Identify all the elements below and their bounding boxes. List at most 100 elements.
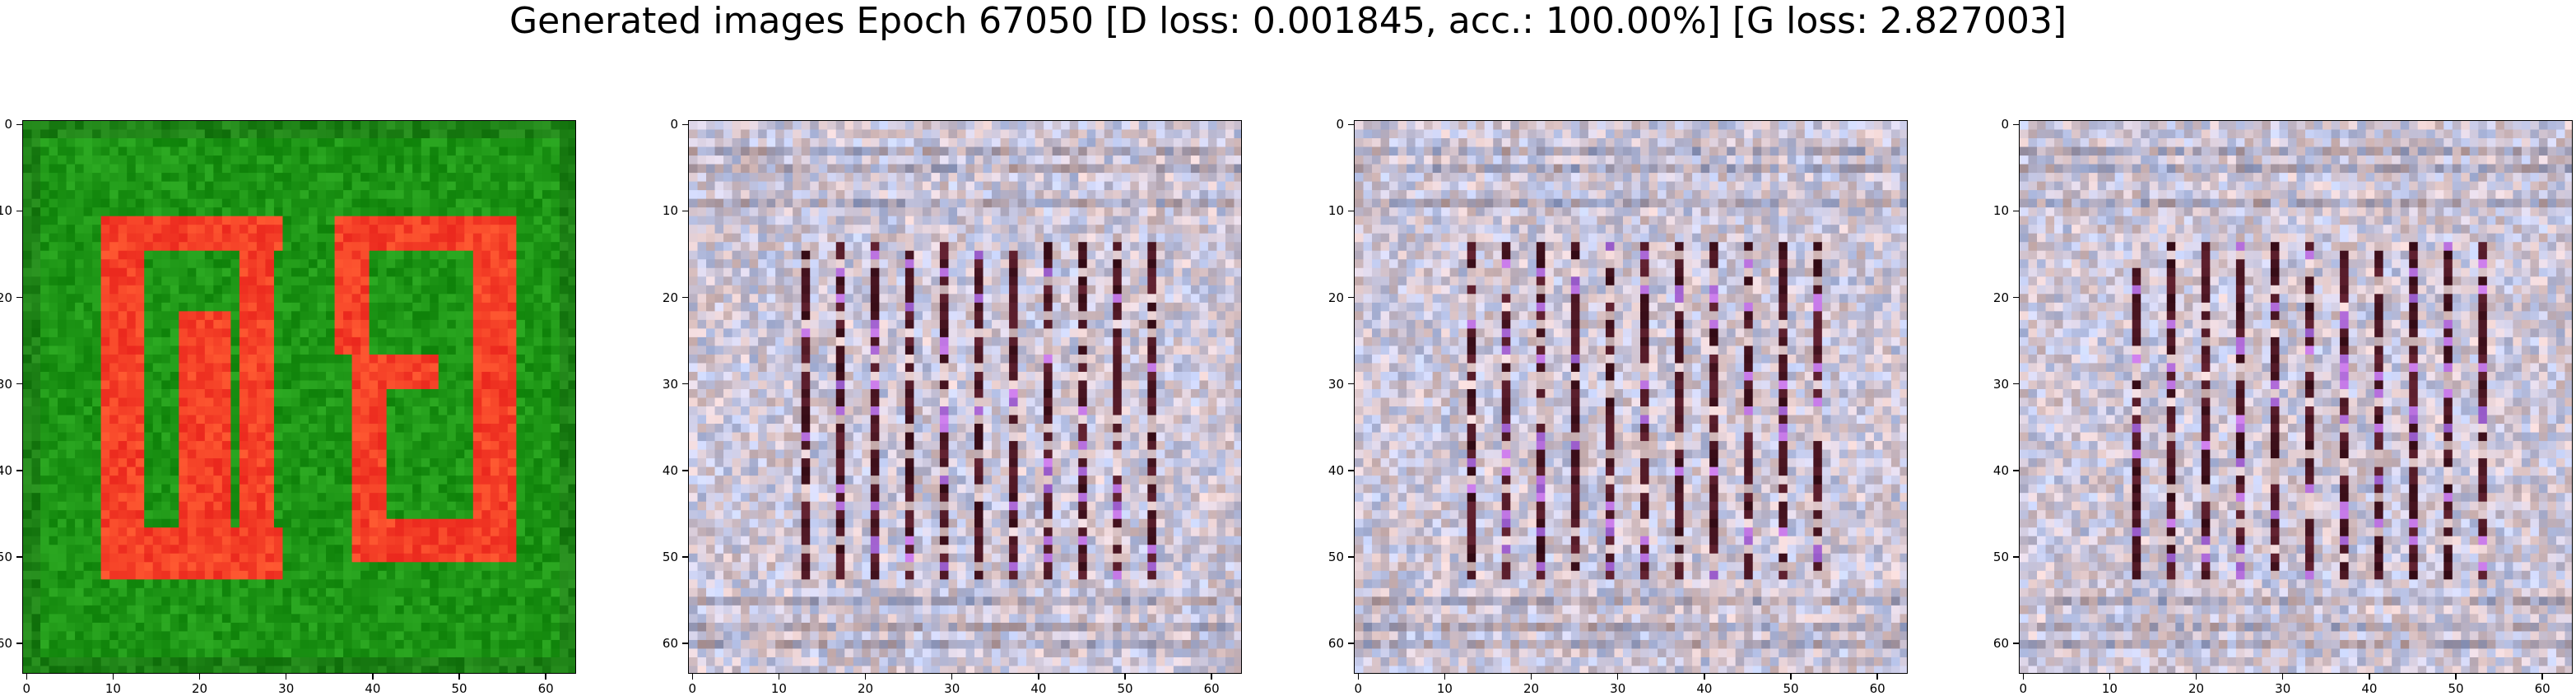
pixel-cell [1044,225,1053,234]
pixel-cell [179,545,188,554]
pixel-cell [31,510,41,520]
pixel-cell [481,181,491,191]
pixel-cell [551,380,560,390]
pixel-cell [92,476,102,485]
pixel-cell [23,648,33,658]
pixel-cell [551,250,560,260]
pixel-cell [135,285,145,295]
pixel-cell [135,476,145,485]
pixel-cell [273,173,284,183]
pixel-cell [58,173,67,183]
pixel-cell [533,328,543,338]
pixel-cell [170,666,179,673]
pixel-cell [438,354,448,364]
pixel-cell [1069,216,1079,225]
pixel-cell [568,570,575,580]
pixel-cell [300,545,309,554]
pixel-cell [221,424,231,434]
pixel-cell [378,493,388,503]
pixel-cell [161,207,171,217]
pixel-cell [1147,225,1157,234]
pixel-cell [438,493,448,503]
pixel-cell [282,406,292,416]
pixel-cell [282,484,292,494]
pixel-cell [378,164,388,174]
pixel-cell [265,346,275,355]
pixel-cell [1000,173,1010,183]
pixel-cell [551,510,560,520]
pixel-cell [472,666,482,673]
pixel-cell [551,579,560,589]
pixel-cell [455,424,465,434]
pixel-cell [403,639,413,650]
pixel-cell [343,466,353,476]
pixel-cell [369,666,379,673]
pixel-cell [75,155,85,165]
pixel-cell [204,406,214,416]
pixel-cell [481,562,491,572]
pixel-cell [369,510,379,520]
pixel-cell [983,233,993,243]
pixel-cell [1138,164,1148,174]
pixel-cell [144,311,154,321]
pixel-cell [309,605,319,615]
pixel-cell [196,424,206,434]
pixel-cell [472,121,482,131]
pixel-cell [524,242,535,252]
pixel-cell [896,164,906,174]
pixel-cell [472,380,482,390]
pixel-cell [282,233,292,243]
pixel-cell [551,311,560,321]
pixel-cell [499,518,509,528]
pixel-cell [689,190,699,200]
pixel-cell [291,129,301,139]
pixel-cell [758,138,768,148]
pixel-cell [793,164,802,174]
pixel-cell [239,622,249,633]
pixel-cell [369,579,379,589]
pixel-cell [1113,207,1123,217]
pixel-cell [40,562,50,572]
pixel-cell [862,198,872,208]
pixel-cell [92,466,102,476]
pixel-cell [317,121,327,131]
pixel-cell [282,388,292,399]
pixel-cell [256,129,267,139]
pixel-cell [100,276,110,286]
pixel-cell [533,311,543,321]
pixel-cell [490,276,500,286]
pixel-cell [100,328,110,338]
pixel-cell [689,225,699,234]
pixel-cell [421,354,430,364]
pixel-cell [438,190,448,200]
pixel-cell [92,484,102,494]
pixel-cell [291,536,301,545]
pixel-cell [1234,190,1241,200]
pixel-cell [265,225,275,234]
pixel-cell [351,570,361,580]
pixel-cell [542,285,552,295]
pixel-cell [213,233,223,243]
pixel-cell [992,233,1002,243]
pixel-cell [161,614,171,624]
pixel-cell [378,545,388,554]
pixel-cell [221,198,231,208]
pixel-cell [213,605,223,615]
pixel-cell [835,233,845,243]
pixel-cell [282,155,292,165]
pixel-cell [248,648,258,658]
pixel-cell [49,432,58,442]
pixel-cell [490,328,500,338]
pixel-cell [282,259,292,269]
pixel-cell [204,596,214,606]
pixel-cell [58,415,67,425]
pixel-cell [31,596,41,606]
pixel-cell [213,466,223,476]
pixel-cell [230,493,240,503]
pixel-cell [1061,225,1071,234]
pixel-cell [127,449,137,459]
pixel-cell [1147,164,1157,174]
pixel-cell [144,285,154,295]
pixel-cell [775,216,785,225]
pixel-cell [1044,190,1053,200]
